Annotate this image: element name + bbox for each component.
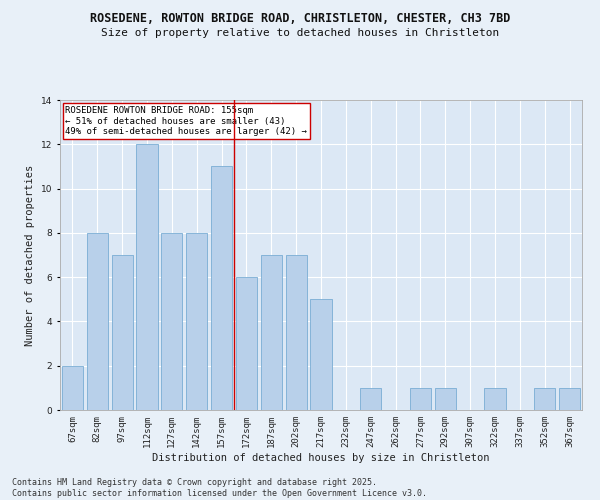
Bar xyxy=(410,388,431,410)
Bar xyxy=(211,166,232,410)
Bar xyxy=(310,300,332,410)
Bar xyxy=(435,388,456,410)
Bar xyxy=(62,366,83,410)
Text: Size of property relative to detached houses in Christleton: Size of property relative to detached ho… xyxy=(101,28,499,38)
Bar xyxy=(360,388,381,410)
Bar xyxy=(559,388,580,410)
Bar xyxy=(286,255,307,410)
Text: Contains HM Land Registry data © Crown copyright and database right 2025.
Contai: Contains HM Land Registry data © Crown c… xyxy=(12,478,427,498)
Bar xyxy=(161,233,182,410)
Text: ROSEDENE ROWTON BRIDGE ROAD: 155sqm
← 51% of detached houses are smaller (43)
49: ROSEDENE ROWTON BRIDGE ROAD: 155sqm ← 51… xyxy=(65,106,307,136)
X-axis label: Distribution of detached houses by size in Christleton: Distribution of detached houses by size … xyxy=(152,452,490,462)
Text: ROSEDENE, ROWTON BRIDGE ROAD, CHRISTLETON, CHESTER, CH3 7BD: ROSEDENE, ROWTON BRIDGE ROAD, CHRISTLETO… xyxy=(90,12,510,26)
Bar xyxy=(484,388,506,410)
Bar xyxy=(534,388,555,410)
Bar xyxy=(112,255,133,410)
Bar xyxy=(136,144,158,410)
Bar xyxy=(236,277,257,410)
Bar xyxy=(261,255,282,410)
Bar xyxy=(87,233,108,410)
Bar xyxy=(186,233,207,410)
Y-axis label: Number of detached properties: Number of detached properties xyxy=(25,164,35,346)
